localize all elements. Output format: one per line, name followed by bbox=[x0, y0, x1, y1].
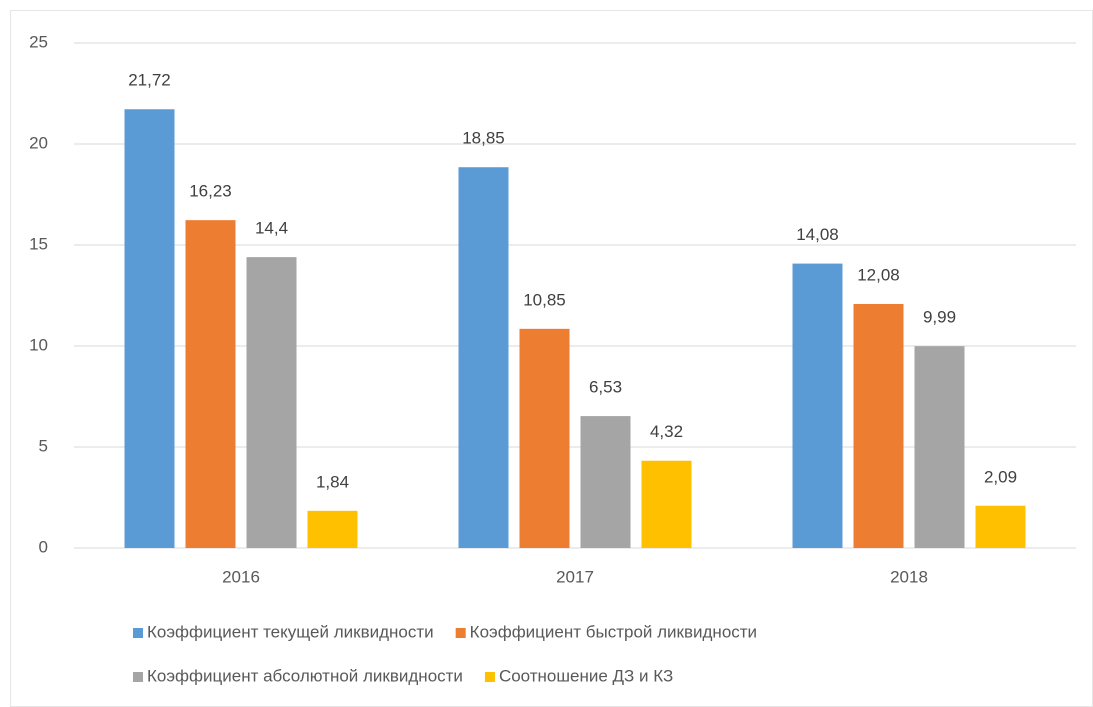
data-label: 2,09 bbox=[984, 467, 1017, 486]
legend-swatch bbox=[133, 628, 143, 638]
bar bbox=[580, 416, 631, 548]
legend-swatch bbox=[484, 672, 495, 682]
bar bbox=[458, 167, 509, 549]
legend-label: Коэффициент абсолютной ликвидности bbox=[147, 666, 463, 685]
legend-label: Коэффициент быстрой ликвидности bbox=[470, 622, 757, 641]
bar bbox=[975, 505, 1026, 548]
bar bbox=[246, 257, 297, 548]
x-tick-label: 2017 bbox=[556, 567, 594, 586]
legend-label: Коэффициент текущей ликвидности bbox=[147, 622, 434, 641]
bar bbox=[185, 220, 236, 549]
bar bbox=[853, 303, 904, 548]
legend-swatch bbox=[133, 672, 143, 682]
y-tick-label: 5 bbox=[39, 436, 48, 455]
y-tick-label: 0 bbox=[39, 537, 48, 556]
data-label: 14,08 bbox=[796, 225, 839, 244]
bar bbox=[307, 510, 358, 548]
data-label: 9,99 bbox=[923, 308, 956, 327]
x-tick-label: 2016 bbox=[222, 567, 260, 586]
y-tick-label: 10 bbox=[29, 335, 48, 354]
data-label: 12,08 bbox=[857, 265, 900, 284]
y-tick-label: 15 bbox=[29, 234, 48, 253]
data-label: 18,85 bbox=[462, 129, 505, 148]
bar bbox=[124, 109, 175, 549]
y-tick-label: 25 bbox=[29, 32, 48, 51]
data-label: 4,32 bbox=[650, 422, 683, 441]
data-label: 14,4 bbox=[255, 219, 288, 238]
data-label: 6,53 bbox=[589, 378, 622, 397]
bar bbox=[792, 263, 843, 548]
bar bbox=[641, 460, 692, 548]
data-label: 16,23 bbox=[189, 182, 232, 201]
bar bbox=[914, 346, 965, 548]
y-tick-label: 20 bbox=[29, 133, 48, 152]
legend-swatch bbox=[455, 628, 466, 638]
legend-label: Соотношение ДЗ и КЗ bbox=[499, 666, 673, 685]
x-tick-label: 2018 bbox=[890, 567, 928, 586]
data-label: 1,84 bbox=[316, 472, 349, 491]
data-label: 21,72 bbox=[128, 71, 171, 90]
data-label: 10,85 bbox=[523, 290, 566, 309]
bar bbox=[519, 328, 570, 548]
